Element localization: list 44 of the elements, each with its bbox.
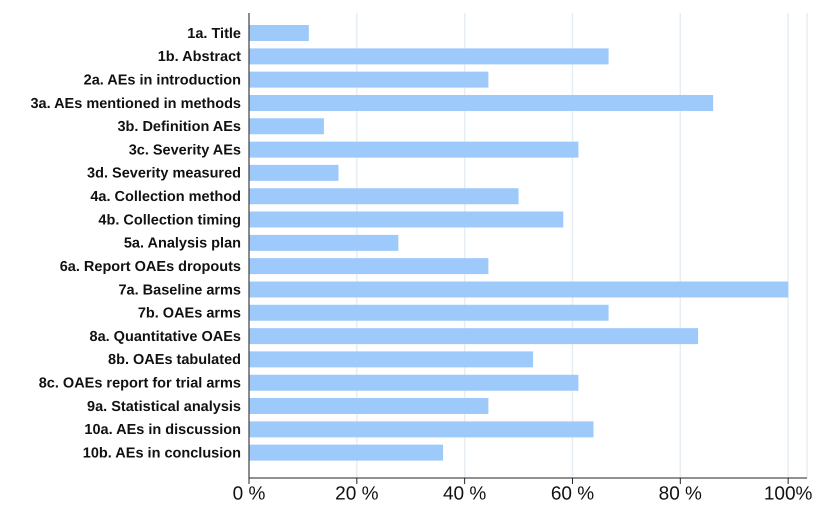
x-tick-label: 20 % [335,483,379,504]
y-tick-label: 9a. Statistical analysis [87,398,241,415]
bar [249,374,578,391]
bar [249,281,788,298]
y-tick-label: 6a. Report OAEs dropouts [60,258,241,275]
y-tick-label: 3c. Severity AEs [128,142,241,158]
y-tick-label: 2a. AEs in introduction [84,72,241,88]
bar [249,118,324,134]
x-tick-label: 80 % [658,483,702,504]
bar [249,444,444,461]
bar [249,25,309,41]
bar [249,48,609,64]
y-tick-label: 3d. Severity measured [87,166,241,182]
y-tick-label: 7b. OAEs arms [138,306,241,322]
y-tick-label: 7a. Baseline arms [118,282,241,298]
bar [249,328,698,344]
bar [249,398,488,414]
bar [249,142,578,158]
y-tick-label: 5a. Analysis plan [124,236,241,252]
bar [249,72,488,88]
y-tick-label: 1b. Abstract [158,49,242,66]
bar [249,164,338,181]
y-tick-label: 10b. AEs in conclusion [82,445,241,462]
y-tick-label: 10a. AEs in discussion [84,422,241,438]
y-tick-label: 8b. OAEs tabulated [108,352,241,368]
bar [249,94,714,111]
bar [249,234,398,251]
x-tick-label: 60 % [550,483,594,504]
y-tick-label: 1a. Title [187,26,241,42]
bar [249,351,534,368]
y-tick-label: 3a. AEs mentioned in methods [30,96,241,112]
x-tick-label: 40 % [442,483,486,504]
y-tick-label: 3b. Definition AEs [117,119,241,136]
bar [249,304,609,321]
y-tick-label: 8a. Quantitative OAEs [90,328,241,345]
x-tick-label: 100% [764,483,813,504]
y-tick-label: 4a. Collection method [90,189,241,206]
bar [249,212,564,228]
x-tick-label: 0 % [232,483,266,504]
y-tick-label: 4b. Collection timing [98,212,241,228]
bar [249,258,488,274]
bar [249,188,519,204]
bar [249,421,594,438]
y-tick-label: 8c. OAEs report for trial arms [38,376,241,392]
